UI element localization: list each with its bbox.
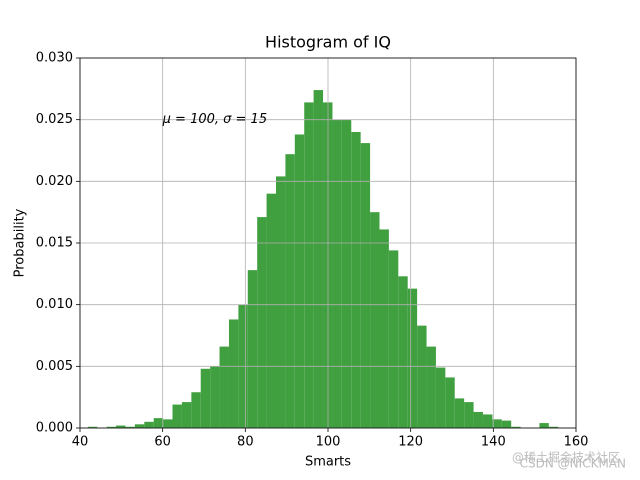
x-tick-label: 80 [237, 435, 254, 450]
x-tick-label: 60 [154, 435, 171, 450]
bar [370, 212, 380, 428]
bar [219, 346, 229, 428]
y-axis-label: Probability [13, 208, 28, 277]
bar [417, 325, 427, 428]
bar [435, 367, 446, 428]
y-tick-label: 0.030 [36, 51, 73, 66]
bar [116, 425, 126, 428]
bar [87, 426, 98, 428]
bar [511, 426, 521, 428]
bar [134, 424, 145, 428]
x-tick-label: 140 [481, 435, 506, 450]
y-tick-label: 0.000 [36, 421, 73, 436]
bar [153, 418, 164, 428]
bar [163, 419, 173, 428]
annotation: μ = 100, σ = 15 [162, 112, 267, 127]
bar [210, 366, 220, 428]
bar [388, 250, 399, 428]
bar [473, 411, 483, 428]
bar [464, 402, 474, 428]
bar [257, 217, 267, 428]
bar [304, 102, 314, 429]
bar [276, 176, 286, 428]
x-tick-label: 120 [398, 435, 423, 450]
y-tick-label: 0.010 [36, 297, 73, 312]
y-tick-label: 0.025 [36, 112, 73, 127]
bar [501, 420, 512, 428]
y-tick-label: 0.020 [36, 174, 73, 189]
bar [228, 319, 239, 428]
plot-frame [79, 57, 577, 429]
chart-title: Histogram of IQ [265, 33, 391, 52]
bar [172, 404, 182, 428]
bar [539, 423, 549, 428]
bar [379, 229, 389, 428]
bar [360, 143, 371, 428]
watermark: CSDN @NICKMAN [520, 457, 626, 471]
bar [332, 119, 342, 429]
y-tick-label: 0.015 [36, 236, 73, 251]
bar [191, 392, 201, 428]
bar [426, 346, 436, 428]
bar [285, 154, 295, 428]
bar [492, 419, 502, 428]
bar [445, 377, 455, 428]
bar [294, 134, 305, 428]
bar [341, 119, 352, 429]
bar [144, 421, 154, 428]
bar [407, 288, 418, 428]
x-tick-label: 40 [72, 435, 89, 450]
x-tick-label: 100 [316, 435, 341, 450]
bar [482, 414, 493, 428]
bar [200, 368, 211, 428]
y-tick-label: 0.005 [36, 359, 73, 374]
bar [125, 426, 135, 428]
bar [548, 426, 559, 428]
bar [266, 193, 277, 428]
bar [106, 426, 117, 428]
bar [454, 398, 465, 428]
bar [181, 402, 192, 428]
bar [398, 276, 408, 428]
bar [313, 90, 324, 429]
bar [351, 132, 361, 428]
watermark: @稀土掘金技术社区 [512, 450, 620, 465]
x-tick-label: 160 [564, 435, 589, 450]
x-axis-label: Smarts [305, 455, 351, 470]
bar [247, 270, 258, 428]
